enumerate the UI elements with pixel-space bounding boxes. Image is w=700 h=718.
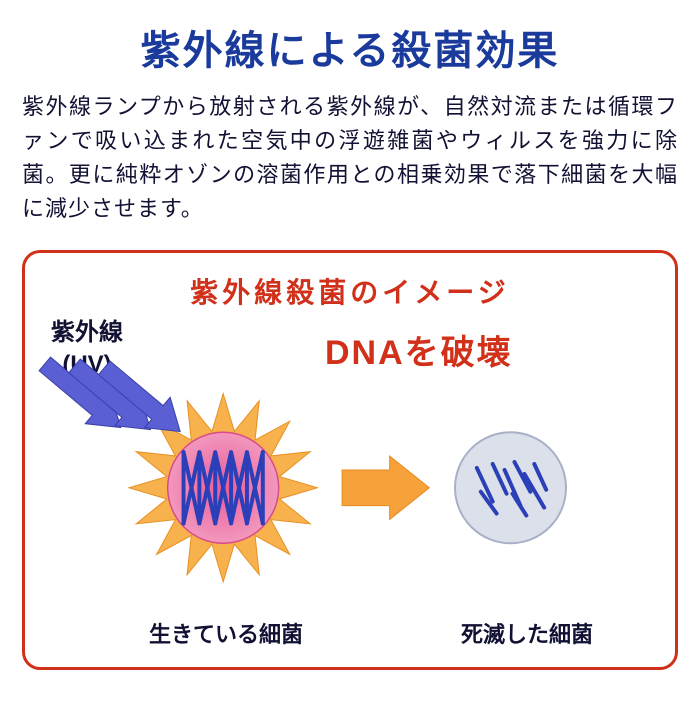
caption-dead-bacteria: 死滅した細菌: [461, 617, 593, 649]
caption-live-bacteria: 生きている細菌: [149, 617, 303, 649]
page-title: 紫外線による殺菌効果: [0, 18, 700, 76]
description-text: 紫外線ランプから放射される紫外線が、自然対流または循環ファンで吸い込まれた空気中…: [0, 90, 700, 226]
diagram-title: 紫外線殺菌のイメージ: [35, 271, 665, 311]
diagram-box: 紫外線殺菌のイメージ 紫外線 (UV) DNAを破壊 生きている細菌 死滅した細…: [22, 250, 678, 670]
diagram-svg: [25, 313, 675, 613]
